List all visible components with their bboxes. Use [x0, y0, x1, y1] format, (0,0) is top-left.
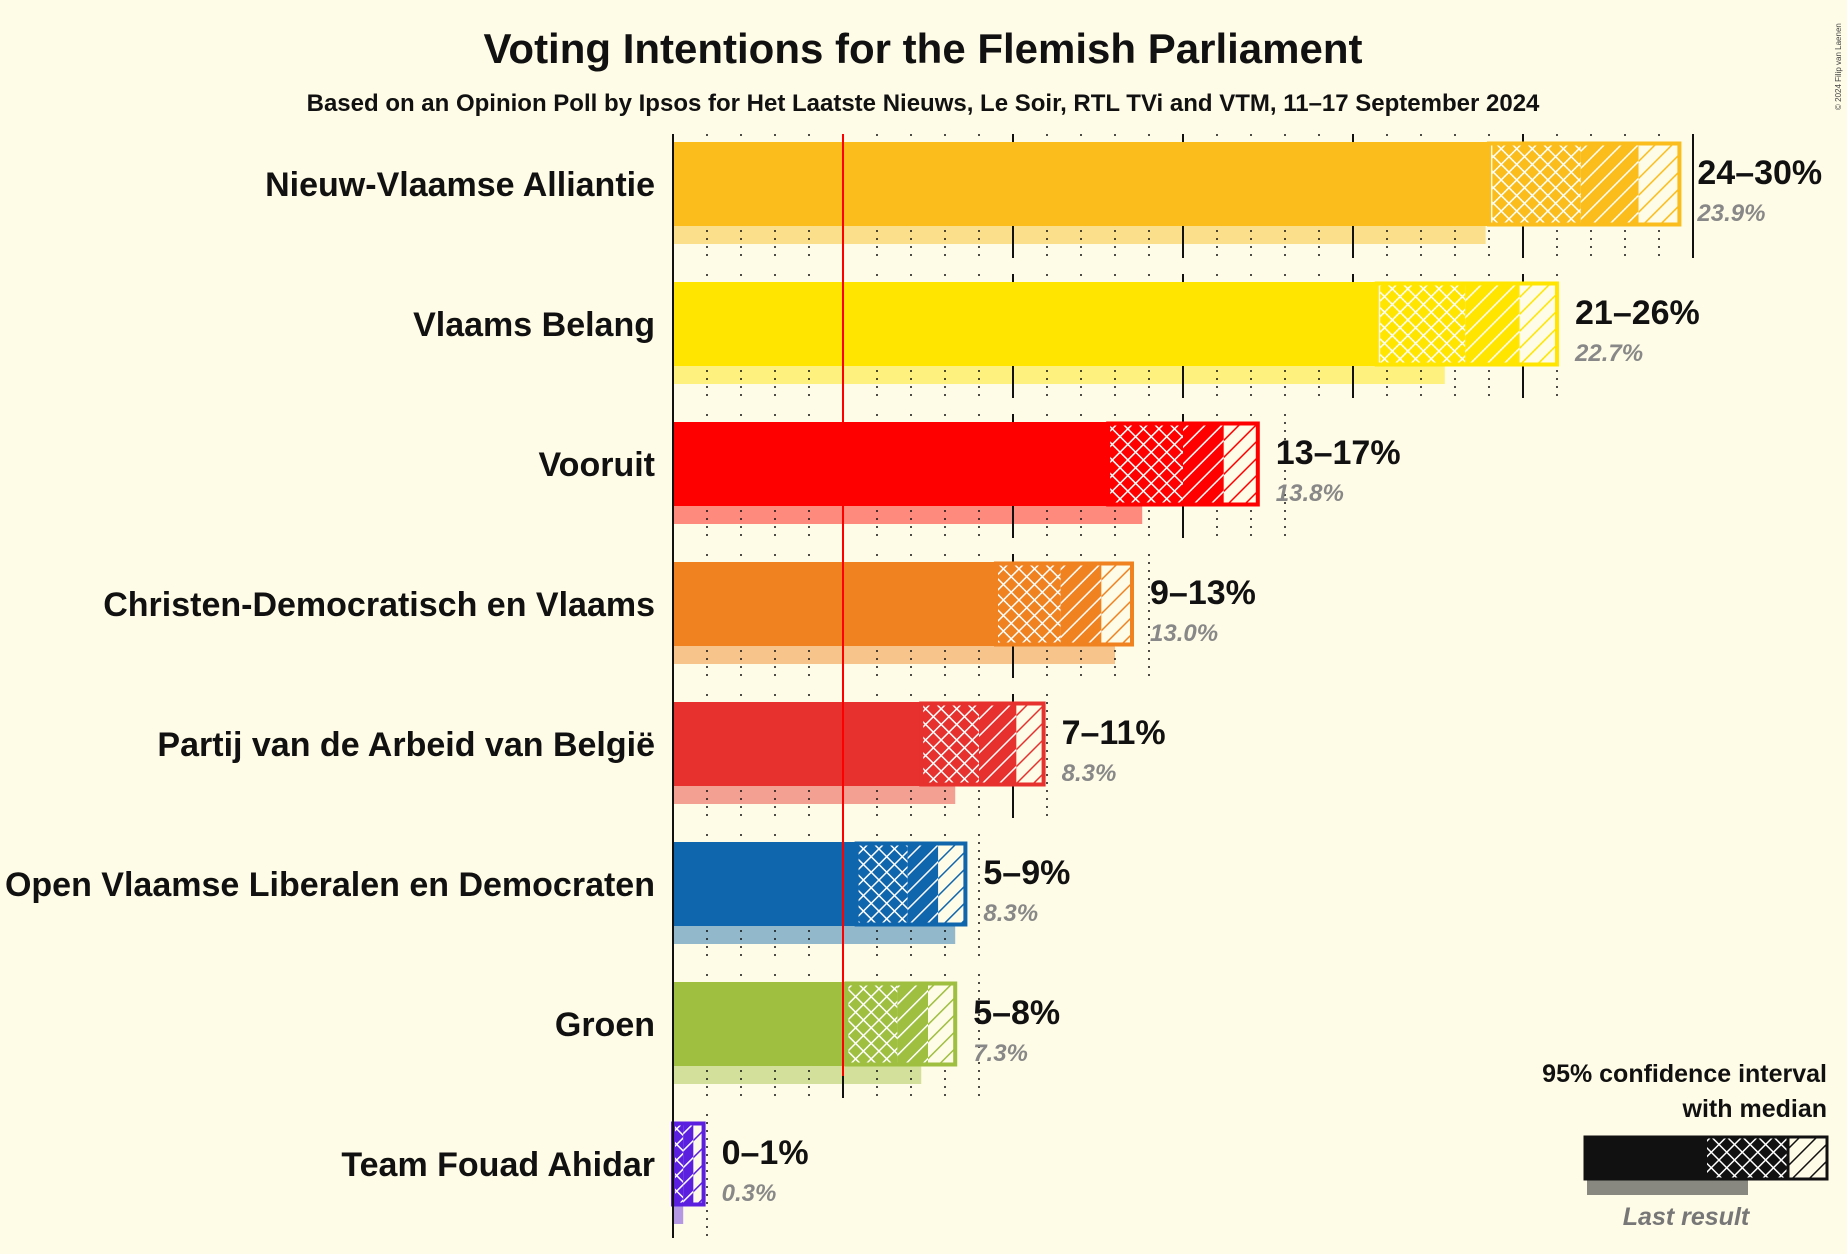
last-result-label: 13.0%: [1150, 620, 1218, 647]
party-row: Vooruit 13–17% 13.8%: [539, 414, 1401, 538]
ci80-upper-hatch: [907, 842, 939, 926]
last-result-label: 7.3%: [973, 1040, 1028, 1067]
last-result-label: 8.3%: [1062, 760, 1117, 787]
confidence-bar-solid: [673, 562, 996, 646]
ci80-lower-hatch: [856, 842, 908, 926]
range-label: 5–9%: [983, 854, 1070, 892]
legend-ci80-hatch: [1707, 1137, 1788, 1179]
ci95-upper-hatch: [1223, 422, 1258, 506]
ci95-upper-hatch: [928, 982, 956, 1066]
confidence-bar-solid: [673, 702, 922, 786]
ci80-lower-hatch: [996, 562, 1061, 646]
party-name: Vlaams Belang: [413, 306, 655, 344]
ci80-upper-hatch: [1465, 282, 1520, 366]
ci80-upper-hatch: [1580, 142, 1639, 226]
confidence-interval-outline: [854, 841, 968, 927]
party-name: Partij van de Arbeid van België: [157, 726, 655, 764]
ci80-lower-hatch: [673, 1122, 684, 1206]
confidence-interval-outline: [919, 701, 1046, 787]
confidence-bar-solid: [673, 982, 847, 1066]
party-row: Team Fouad Ahidar 0–1% 0.3%: [341, 1114, 809, 1238]
ci80-lower-hatch: [846, 982, 898, 1066]
legend-last-result-bar: [1587, 1177, 1748, 1195]
legend-title-line1: 95% confidence interval: [1542, 1060, 1827, 1088]
last-result-label: 22.7%: [1574, 340, 1643, 367]
range-label: 5–8%: [973, 994, 1060, 1032]
last-result-bar: [673, 1064, 922, 1084]
ci95-upper-hatch: [1101, 562, 1132, 646]
last-result-label: 0.3%: [722, 1180, 777, 1207]
last-result-bar: [673, 364, 1445, 384]
range-label: 0–1%: [722, 1134, 809, 1172]
last-result-bar: [673, 224, 1486, 244]
last-result-bar: [673, 924, 956, 944]
range-label: 9–13%: [1150, 574, 1256, 612]
last-result-bar: [673, 504, 1143, 524]
range-label: 24–30%: [1697, 154, 1822, 192]
party-name: Christen-Democratisch en Vlaams: [103, 586, 655, 624]
confidence-interval-outline: [1374, 281, 1560, 367]
party-name: Open Vlaamse Liberalen en Democraten: [5, 866, 655, 904]
legend-last-result-label: Last result: [1623, 1203, 1751, 1231]
confidence-interval-outline: [1487, 141, 1682, 227]
confidence-bar-solid: [673, 282, 1377, 366]
ci80-upper-hatch: [979, 702, 1017, 786]
legend-solid-bar: [1585, 1137, 1707, 1179]
last-result-label: 23.9%: [1696, 200, 1765, 227]
party-row: Partij van de Arbeid van België 7–11% 8.3%: [157, 694, 1166, 818]
copyright-notice: © 2024 Filip van Laenen: [1834, 23, 1843, 110]
party-row: Christen-Democratisch en Vlaams 9–13% 13.0…: [103, 554, 1256, 678]
range-label: 7–11%: [1062, 714, 1166, 752]
ci80-lower-hatch: [1380, 282, 1466, 366]
party-row: Open Vlaamse Liberalen en Democraten 5–9%…: [5, 834, 1070, 958]
ci80-lower-hatch: [1492, 142, 1581, 226]
confidence-bar-solid: [673, 842, 857, 926]
party-name: Vooruit: [539, 446, 655, 484]
bar-rows: Nieuw-Vlaamse Alliantie 24–30% 23.9% Vlaams…: [5, 134, 1822, 1238]
legend-outline: [1583, 1135, 1829, 1181]
ci80-upper-hatch: [1183, 422, 1224, 506]
ci80-upper-hatch: [1060, 562, 1102, 646]
confidence-bar-solid: [673, 142, 1489, 226]
ci95-upper-hatch: [693, 1122, 704, 1206]
ci80-upper-hatch: [897, 982, 928, 1066]
ci80-upper-hatch: [683, 1122, 694, 1206]
confidence-interval-outline: [844, 981, 958, 1067]
ci95-upper-hatch: [1519, 282, 1557, 366]
party-row: Vlaams Belang 21–26% 22.7%: [413, 274, 1700, 398]
chart-title: Voting Intentions for the Flemish Parlia…: [484, 25, 1363, 72]
confidence-bar-solid: [673, 422, 1109, 506]
ci80-lower-hatch: [921, 702, 979, 786]
party-row: Groen 5–8% 7.3%: [555, 974, 1060, 1098]
ci95-upper-hatch: [938, 842, 966, 926]
last-result-bar: [673, 784, 956, 804]
range-label: 13–17%: [1276, 434, 1401, 472]
last-result-bar: [673, 1204, 684, 1224]
ci95-upper-hatch: [1638, 142, 1680, 226]
last-result-label: 13.8%: [1276, 480, 1344, 507]
confidence-interval-outline: [1106, 421, 1260, 507]
last-result-label: 8.3%: [983, 900, 1038, 927]
confidence-interval-outline: [994, 561, 1134, 647]
legend: 95% confidence interval with median Last…: [1542, 1060, 1829, 1231]
party-name: Groen: [555, 1006, 655, 1044]
ci95-upper-hatch: [1016, 702, 1044, 786]
last-result-bar: [673, 644, 1115, 664]
legend-title-line2: with median: [1682, 1095, 1827, 1123]
range-label: 21–26%: [1575, 294, 1700, 332]
party-name: Nieuw-Vlaamse Alliantie: [265, 166, 655, 204]
ci80-lower-hatch: [1108, 422, 1183, 506]
party-name: Team Fouad Ahidar: [341, 1146, 655, 1184]
legend-ci95-hatch: [1786, 1135, 1829, 1181]
chart-subtitle: Based on an Opinion Poll by Ipsos for He…: [307, 90, 1540, 117]
party-row: Nieuw-Vlaamse Alliantie 24–30% 23.9%: [265, 134, 1822, 258]
